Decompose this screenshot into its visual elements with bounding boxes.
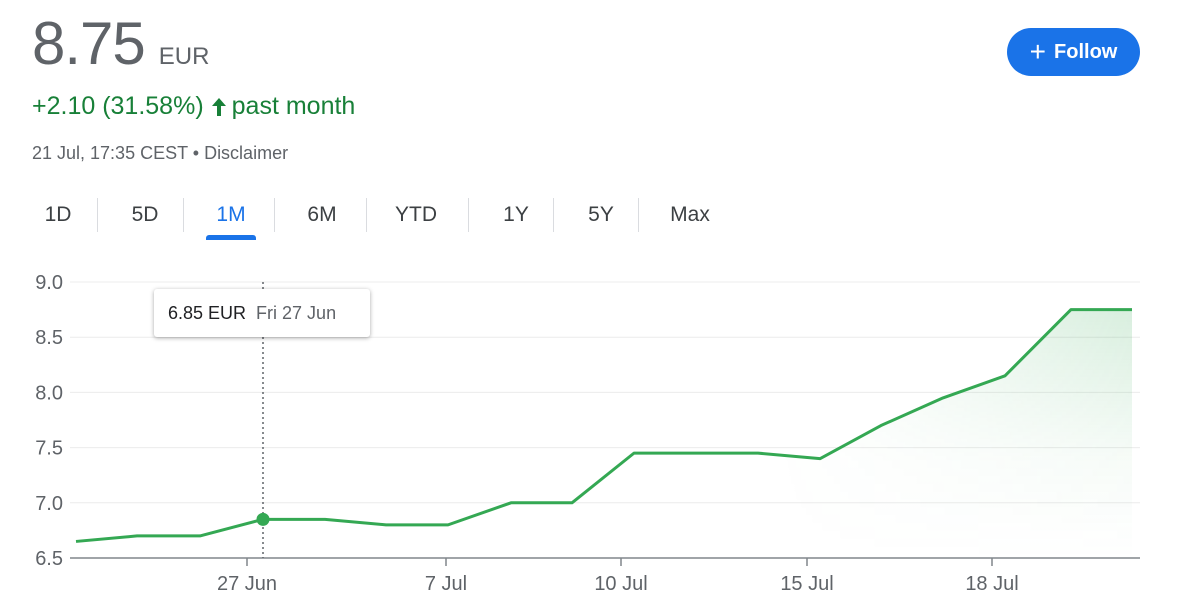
change-period: past month bbox=[231, 92, 356, 120]
chart-tooltip: 6.85 EUR Fri 27 Jun bbox=[154, 289, 370, 337]
tab-divider bbox=[366, 198, 367, 232]
tab-divider bbox=[553, 198, 554, 232]
tooltip-price: 6.85 EUR bbox=[168, 302, 247, 323]
price-currency: EUR bbox=[158, 43, 210, 70]
hover-point bbox=[256, 512, 270, 526]
current-price: 8.75 bbox=[32, 10, 146, 77]
tab-1y[interactable]: 1Y bbox=[503, 203, 529, 226]
price-header: 8.75 EUR bbox=[32, 14, 209, 74]
tab-divider bbox=[97, 198, 98, 232]
tab-5y[interactable]: 5Y bbox=[588, 203, 614, 226]
chart-series-line bbox=[75, 308, 1132, 543]
change-value: +2.10 (31.58%) bbox=[32, 92, 204, 120]
tab-6m[interactable]: 6M bbox=[307, 203, 337, 226]
y-tick-label: 7.0 bbox=[35, 493, 63, 515]
tooltip-date: Fri 27 Jun bbox=[256, 302, 337, 323]
plus-icon: + bbox=[1029, 36, 1047, 67]
tab-divider bbox=[274, 198, 275, 232]
follow-label: Follow bbox=[1054, 40, 1118, 63]
tab-5d[interactable]: 5D bbox=[131, 203, 159, 226]
y-tick-label: 9.0 bbox=[35, 272, 63, 294]
x-tick-label: 18 Jul bbox=[965, 573, 1018, 595]
follow-button[interactable]: + Follow bbox=[1007, 28, 1140, 76]
x-tick-label: 27 Jun bbox=[217, 573, 277, 595]
tab-1d[interactable]: 1D bbox=[44, 203, 72, 226]
tab-divider bbox=[638, 198, 639, 232]
tab-divider bbox=[468, 198, 469, 232]
y-tick-label: 7.5 bbox=[35, 438, 63, 460]
tab-ytd[interactable]: YTD bbox=[395, 203, 437, 226]
tab-1m[interactable]: 1M bbox=[191, 190, 271, 240]
x-tick-label: 10 Jul bbox=[594, 573, 647, 595]
arrow-up-icon bbox=[211, 97, 226, 116]
quote-timestamp: 21 Jul, 17:35 CEST • Disclaimer bbox=[32, 143, 289, 163]
y-tick-label: 6.5 bbox=[35, 548, 63, 570]
tab-divider bbox=[183, 198, 184, 232]
tab-max[interactable]: Max bbox=[670, 203, 710, 226]
price-change: +2.10 (31.58%) past month bbox=[32, 92, 355, 121]
y-tick-label: 8.0 bbox=[35, 382, 63, 404]
chart-area-fill bbox=[76, 309, 1132, 558]
x-tick-label: 7 Jul bbox=[425, 573, 467, 595]
x-tick-label: 15 Jul bbox=[780, 573, 833, 595]
y-tick-label: 8.5 bbox=[35, 327, 63, 349]
